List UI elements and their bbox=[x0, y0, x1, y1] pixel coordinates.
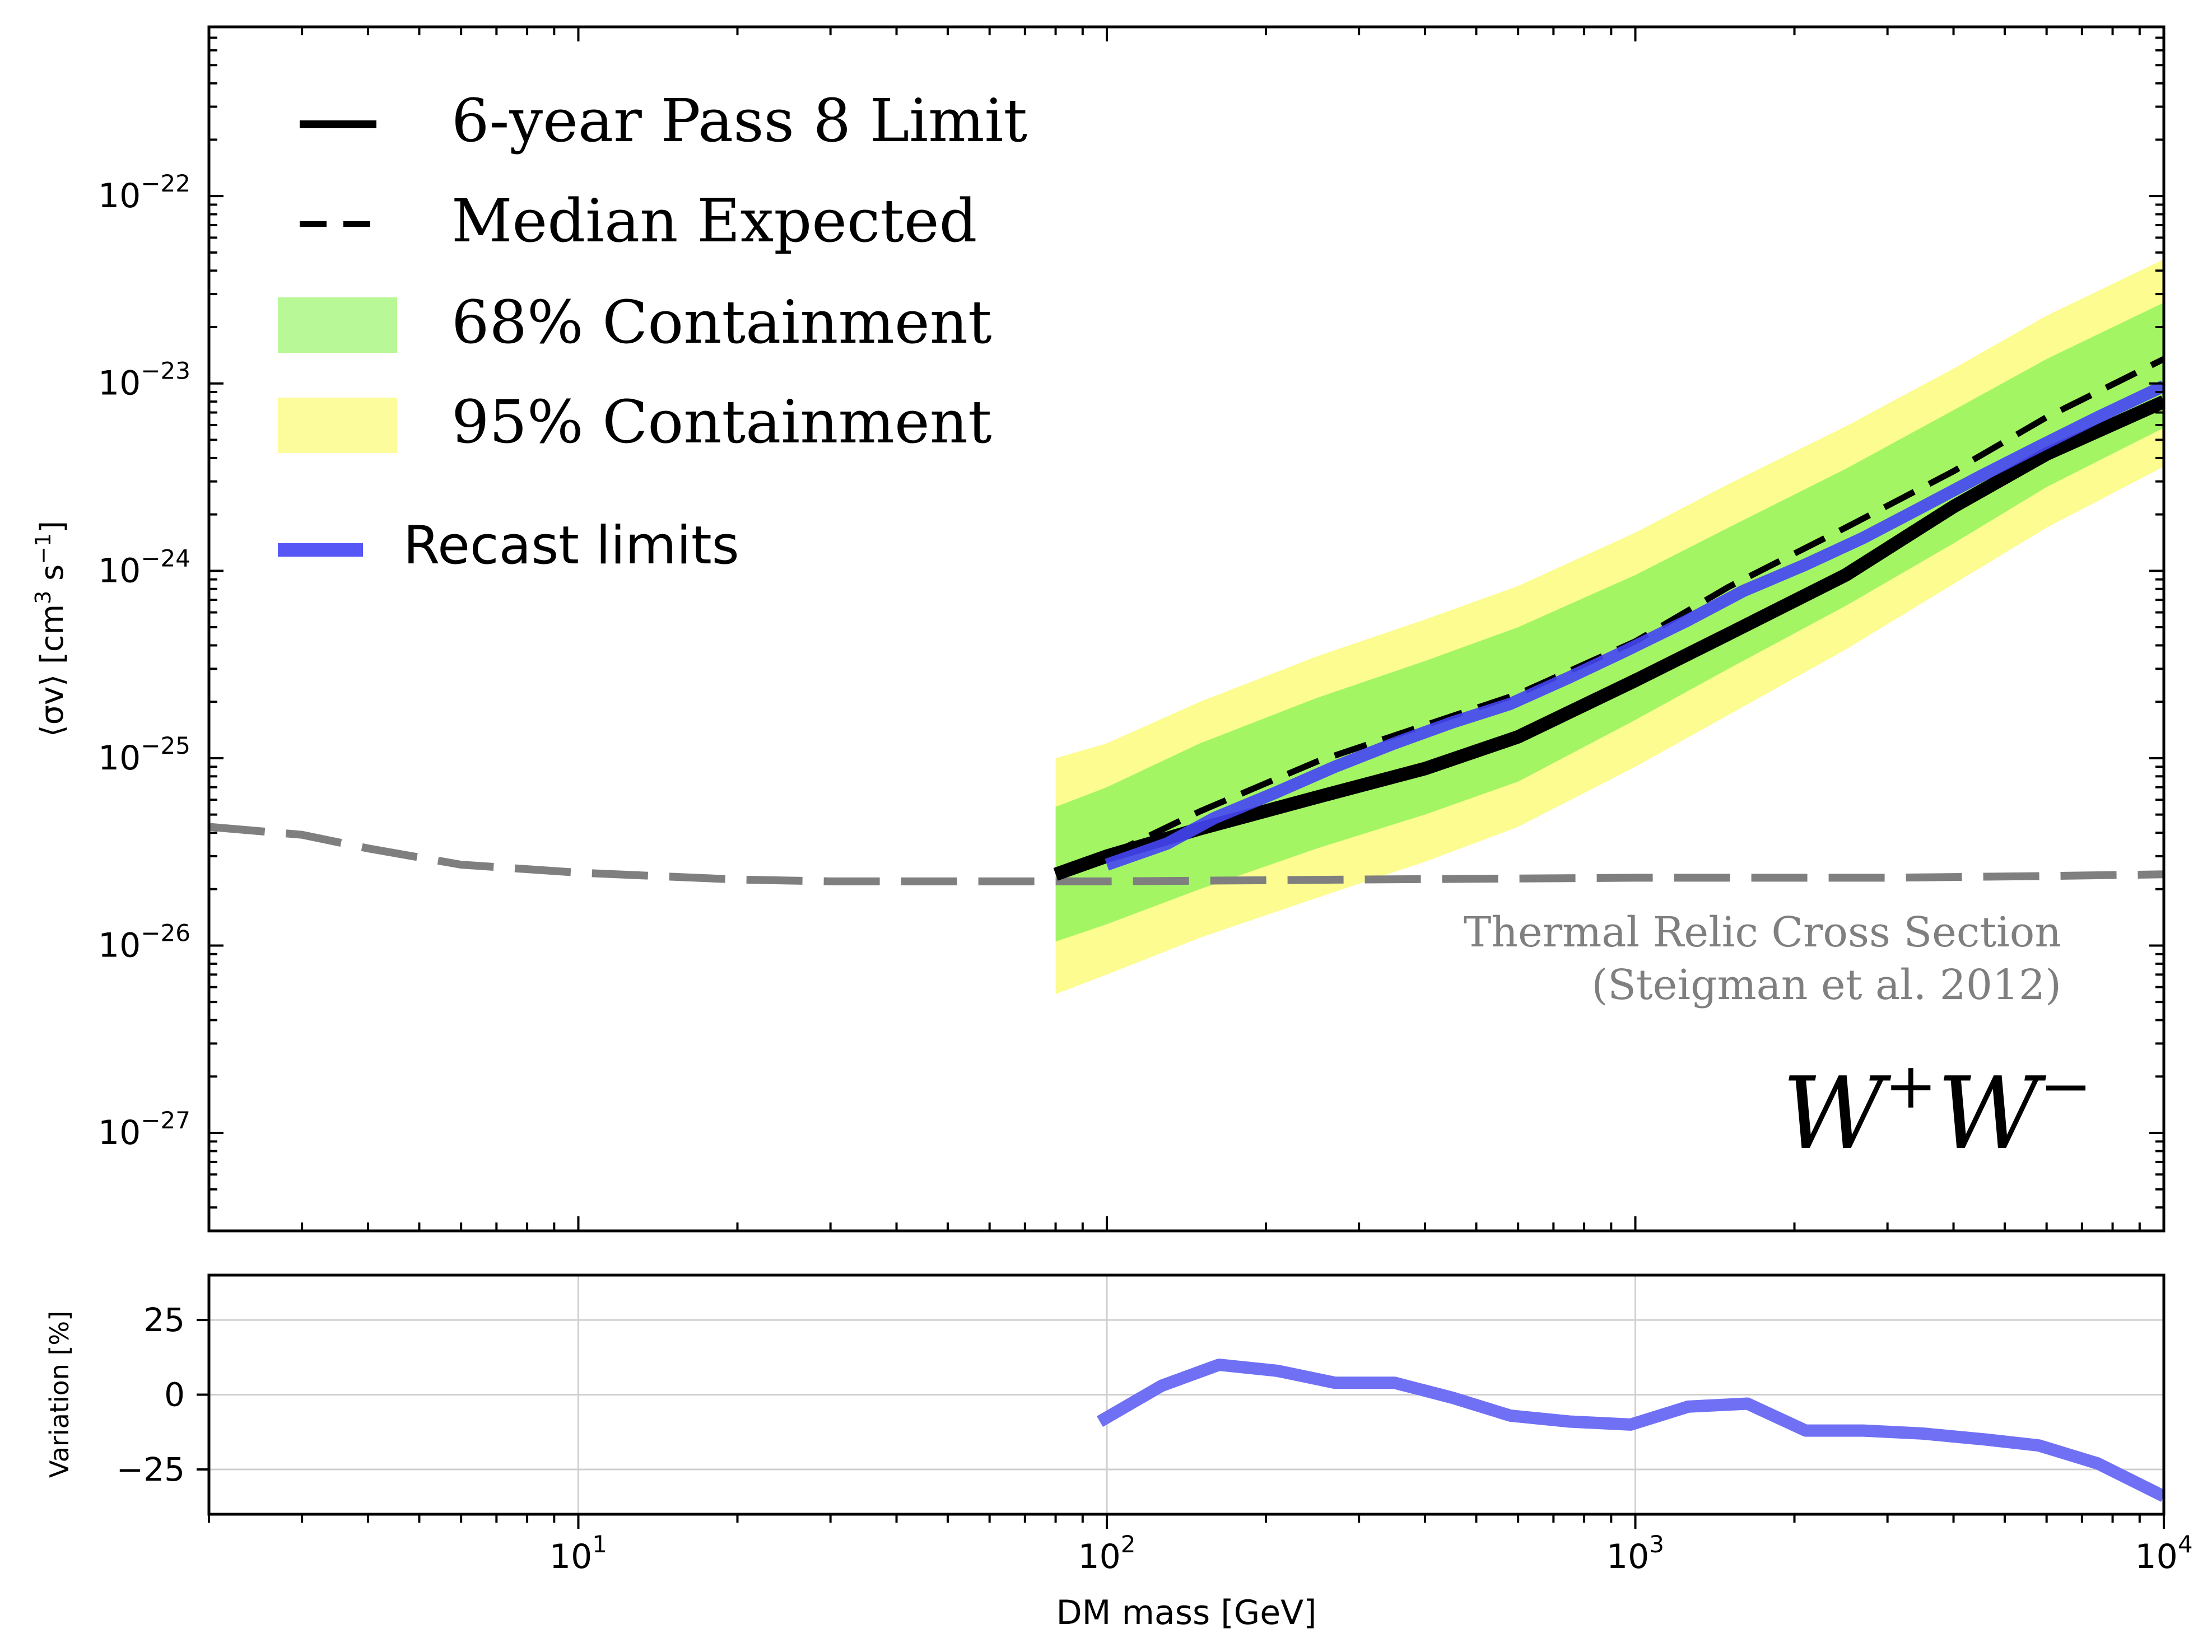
tick-label-exponent: 4 bbox=[2178, 1530, 2193, 1558]
legend-band68-label: 68% Containment bbox=[451, 288, 992, 357]
ratio-axes-frame bbox=[207, 1273, 2166, 1516]
thermal-relic-label-line1: Thermal Relic Cross Section bbox=[1464, 908, 2061, 956]
x-tick-label: 103 bbox=[1606, 1530, 1664, 1576]
band-68-containment bbox=[1055, 302, 2164, 942]
ratio-y-tick-label: 0 bbox=[164, 1376, 185, 1414]
main-axes-frame bbox=[207, 25, 2166, 1233]
x-tick-label: 104 bbox=[2135, 1530, 2192, 1576]
tick-label-base: 10 bbox=[98, 739, 141, 778]
thermal-relic-line bbox=[209, 823, 2164, 885]
tick-label-base: 10 bbox=[549, 1537, 592, 1576]
tick-label-exponent: −22 bbox=[141, 170, 190, 197]
legend: 6-year Pass 8 Limit Median Expected 68% … bbox=[278, 86, 1027, 576]
channel-w1: W bbox=[1782, 1056, 1892, 1172]
ylabel-sup2-part: −1 bbox=[31, 533, 55, 564]
ylabel-sup-part: 3 bbox=[31, 591, 55, 604]
main-y-tick-label: 10−22 bbox=[98, 170, 190, 216]
tick-label-exponent: −26 bbox=[141, 919, 190, 946]
legend-band95-swatch bbox=[278, 398, 397, 453]
ratio-y-tick-label: 25 bbox=[143, 1301, 185, 1339]
channel-sup2: − bbox=[2039, 1050, 2092, 1123]
thermal-relic-label-line2: (Steigman et al. 2012) bbox=[1591, 961, 2061, 1009]
ratio-tick-marks bbox=[197, 1319, 2165, 1529]
channel-w2: W bbox=[1937, 1056, 2047, 1172]
channel-label: W+W− bbox=[1782, 1050, 2092, 1172]
ylabel-end-part: ] bbox=[34, 521, 71, 533]
tick-label-base: 10 bbox=[98, 1113, 141, 1152]
channel-sup1: + bbox=[1884, 1050, 1937, 1123]
tick-label-base: 10 bbox=[2135, 1537, 2177, 1576]
main-plot-area bbox=[209, 259, 2164, 995]
ratio-y-tick-label: −25 bbox=[117, 1450, 185, 1488]
tick-label-exponent: −24 bbox=[141, 544, 190, 572]
recast-limits-line bbox=[1105, 380, 2164, 871]
tick-label-exponent: −25 bbox=[141, 732, 190, 759]
tick-label-exponent: −27 bbox=[141, 1107, 190, 1134]
tick-label-base: 10 bbox=[98, 551, 141, 590]
tick-label-base: 10 bbox=[98, 926, 141, 965]
ylabel-main-part: ⟨σv⟩ [cm bbox=[34, 604, 71, 737]
legend-recast-label: Recast limits bbox=[403, 515, 739, 576]
legend-band95-label: 95% Containment bbox=[451, 388, 992, 456]
tick-label-base: 10 bbox=[98, 364, 141, 403]
legend-median-label: Median Expected bbox=[451, 186, 977, 255]
legend-band68-swatch bbox=[278, 297, 397, 353]
ratio-grid bbox=[209, 1275, 2165, 1514]
tick-label-exponent: 2 bbox=[1121, 1530, 1136, 1558]
main-y-tick-label: 10−26 bbox=[98, 919, 190, 965]
main-y-tick-label: 10−24 bbox=[98, 544, 190, 590]
ylabel-mid-part: s bbox=[34, 564, 71, 591]
ratio-y-axis-label: Variation [%] bbox=[44, 1311, 74, 1478]
tick-label-base: 10 bbox=[98, 176, 141, 216]
tick-label-base: 10 bbox=[1078, 1537, 1120, 1576]
tick-label-exponent: 3 bbox=[1649, 1530, 1664, 1558]
tick-label-base: 10 bbox=[1606, 1537, 1649, 1576]
variation-line bbox=[1096, 1359, 2164, 1502]
legend-limit-label: 6-year Pass 8 Limit bbox=[451, 86, 1027, 155]
x-axis-label: DM mass [GeV] bbox=[1056, 1593, 1316, 1632]
ratio-plot-area bbox=[1096, 1359, 2164, 1502]
main-y-tick-label: 10−23 bbox=[98, 357, 190, 403]
tick-label-exponent: 1 bbox=[592, 1530, 607, 1558]
main-y-tick-label: 10−27 bbox=[98, 1107, 190, 1152]
main-y-axis-label: ⟨σv⟩ [cm3 s−1] bbox=[31, 521, 71, 737]
x-tick-label: 101 bbox=[549, 1530, 607, 1576]
x-tick-label: 102 bbox=[1078, 1530, 1135, 1576]
tick-label-exponent: −23 bbox=[141, 357, 190, 385]
main-y-tick-label: 10−25 bbox=[98, 732, 190, 778]
